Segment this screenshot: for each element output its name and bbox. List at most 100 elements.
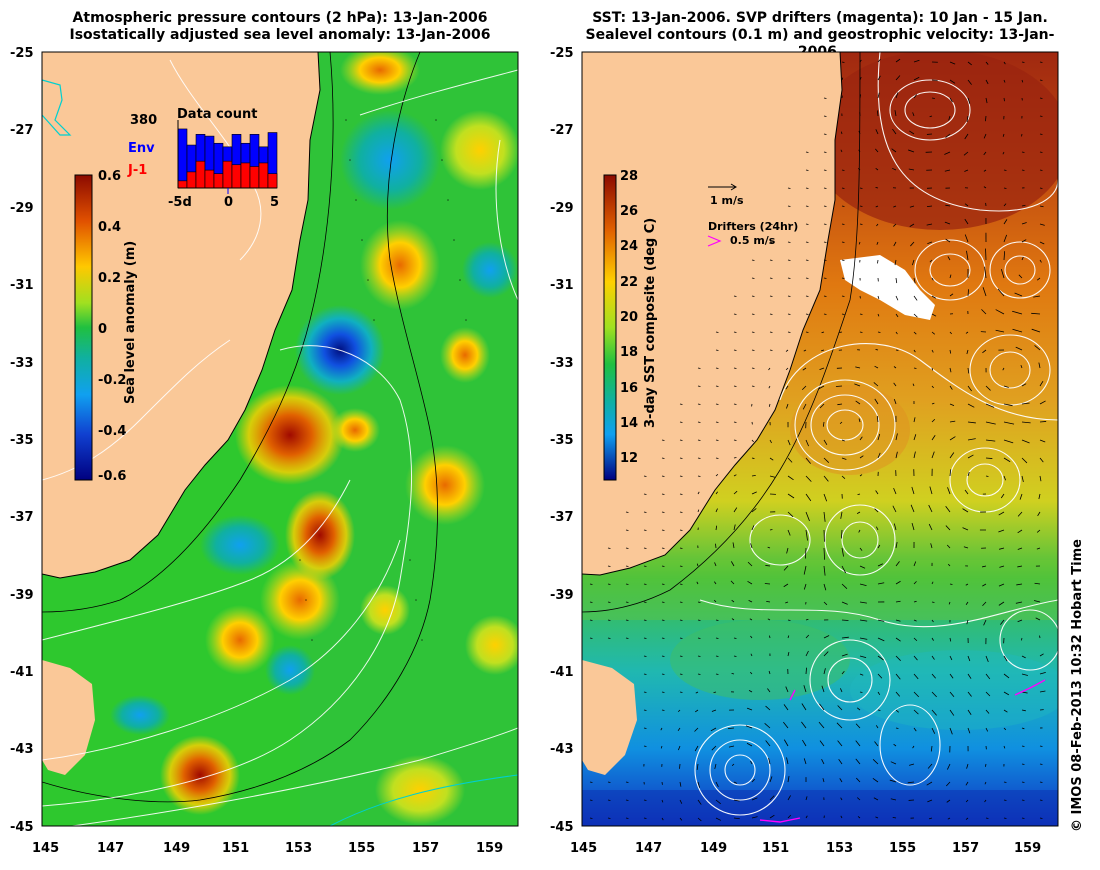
velocity-arrow — [964, 218, 969, 225]
velocity-arrow — [1021, 383, 1027, 387]
velocity-arrow — [913, 417, 916, 423]
velocity-arrow — [947, 817, 951, 820]
left-title-line1: Atmospheric pressure contours (2 hPa): 1… — [72, 10, 488, 26]
velocity-arrow — [965, 799, 969, 803]
left-map[interactable] — [42, 45, 525, 830]
velocity-arrow — [895, 433, 898, 441]
velocity-arrow — [1016, 583, 1023, 586]
velocity-arrow — [912, 745, 915, 749]
velocity-arrow — [875, 816, 879, 819]
velocity-arrow — [1017, 619, 1023, 623]
velocity-arrow — [963, 151, 969, 156]
velocity-arrow — [783, 721, 789, 729]
velocity-arrow — [875, 129, 879, 135]
velocity-arrow — [713, 599, 717, 603]
velocity-arrow — [768, 385, 771, 389]
velocity-arrow — [1017, 547, 1023, 550]
velocity-arrow — [823, 547, 825, 560]
velocity-arrow — [841, 619, 849, 621]
velocity-arrow — [768, 367, 771, 371]
velocity-arrow — [930, 543, 933, 549]
velocity-arrow — [768, 757, 771, 765]
velocity-arrow — [949, 655, 953, 661]
velocity-arrow — [985, 763, 987, 767]
svg-text:157: 157 — [952, 841, 979, 856]
velocity-arrow — [998, 583, 1005, 587]
velocity-arrow — [926, 781, 933, 786]
velocity-arrow — [892, 128, 897, 135]
velocity-arrow — [931, 313, 937, 317]
velocity-arrow — [679, 799, 683, 804]
velocity-arrow — [967, 367, 970, 374]
velocity-arrow — [819, 403, 825, 409]
data-count-bar-env — [177, 128, 188, 189]
velocity-arrow — [694, 745, 699, 752]
velocity-arrow — [949, 331, 952, 335]
velocity-arrow — [821, 685, 825, 693]
velocity-arrow — [805, 457, 811, 464]
velocity-arrow — [1002, 151, 1005, 155]
velocity-arrow — [1015, 601, 1023, 604]
velocity-arrow — [929, 259, 933, 263]
velocity-arrow — [751, 474, 756, 477]
velocity-arrow — [678, 745, 681, 751]
velocity-arrow — [841, 457, 847, 460]
velocity-arrow — [949, 637, 952, 642]
velocity-arrow — [949, 61, 956, 65]
velocity-arrow — [962, 508, 969, 513]
velocity-arrow — [910, 504, 915, 513]
velocity-arrow — [926, 223, 933, 226]
velocity-arrow — [908, 149, 915, 153]
velocity-arrow — [983, 133, 987, 139]
velocity-arrow — [893, 382, 897, 387]
velocity-arrow — [965, 331, 969, 334]
velocity-arrow — [967, 673, 972, 679]
velocity-arrow — [751, 457, 755, 459]
velocity-arrow — [823, 583, 827, 591]
right-map[interactable] — [582, 50, 1070, 826]
velocity-arrow — [931, 367, 934, 371]
velocity-arrow — [927, 799, 933, 803]
svg-text:159: 159 — [476, 841, 503, 856]
velocity-arrow — [985, 439, 996, 442]
velocity-arrow — [839, 778, 843, 783]
velocity-arrow — [877, 619, 885, 622]
velocity-arrow — [1003, 251, 1006, 261]
velocity-arrow — [730, 580, 735, 585]
velocity-arrow — [855, 758, 861, 765]
velocity-arrow — [875, 349, 879, 351]
velocity-arrow — [751, 525, 755, 531]
velocity-arrow — [823, 457, 830, 463]
velocity-arrow — [895, 561, 900, 567]
velocity-arrow — [1021, 439, 1030, 444]
velocity-arrow — [769, 439, 772, 444]
velocity-arrow — [823, 475, 829, 482]
velocity-arrow — [949, 403, 955, 407]
svg-text:-37: -37 — [550, 510, 574, 525]
velocity-arrow — [945, 505, 951, 513]
velocity-arrow — [858, 529, 861, 533]
velocity-arrow — [769, 457, 774, 461]
svg-text:-33: -33 — [10, 356, 34, 371]
velocity-arrow — [998, 547, 1005, 550]
velocity-arrow — [841, 565, 847, 574]
velocity-arrow — [985, 61, 989, 65]
velocity-arrow — [893, 743, 897, 747]
svg-text:-39: -39 — [10, 588, 34, 603]
svg-text:-41: -41 — [550, 665, 574, 680]
velocity-arrow — [895, 331, 898, 335]
velocity-arrow — [840, 797, 843, 801]
velocity-arrow — [944, 169, 951, 172]
velocity-arrow — [1034, 582, 1041, 585]
velocity-arrow — [803, 349, 807, 352]
velocity-arrow — [1000, 493, 1005, 499]
velocity-arrow — [930, 745, 933, 752]
velocity-arrow — [766, 601, 771, 603]
velocity-arrow — [748, 690, 753, 693]
velocity-arrow — [892, 167, 897, 171]
velocity-arrow — [802, 403, 807, 410]
drifter-key-value: 0.5 m/s — [730, 234, 776, 247]
velocity-arrow — [949, 367, 952, 373]
velocity-arrow — [913, 709, 919, 715]
velocity-arrow — [895, 600, 901, 603]
